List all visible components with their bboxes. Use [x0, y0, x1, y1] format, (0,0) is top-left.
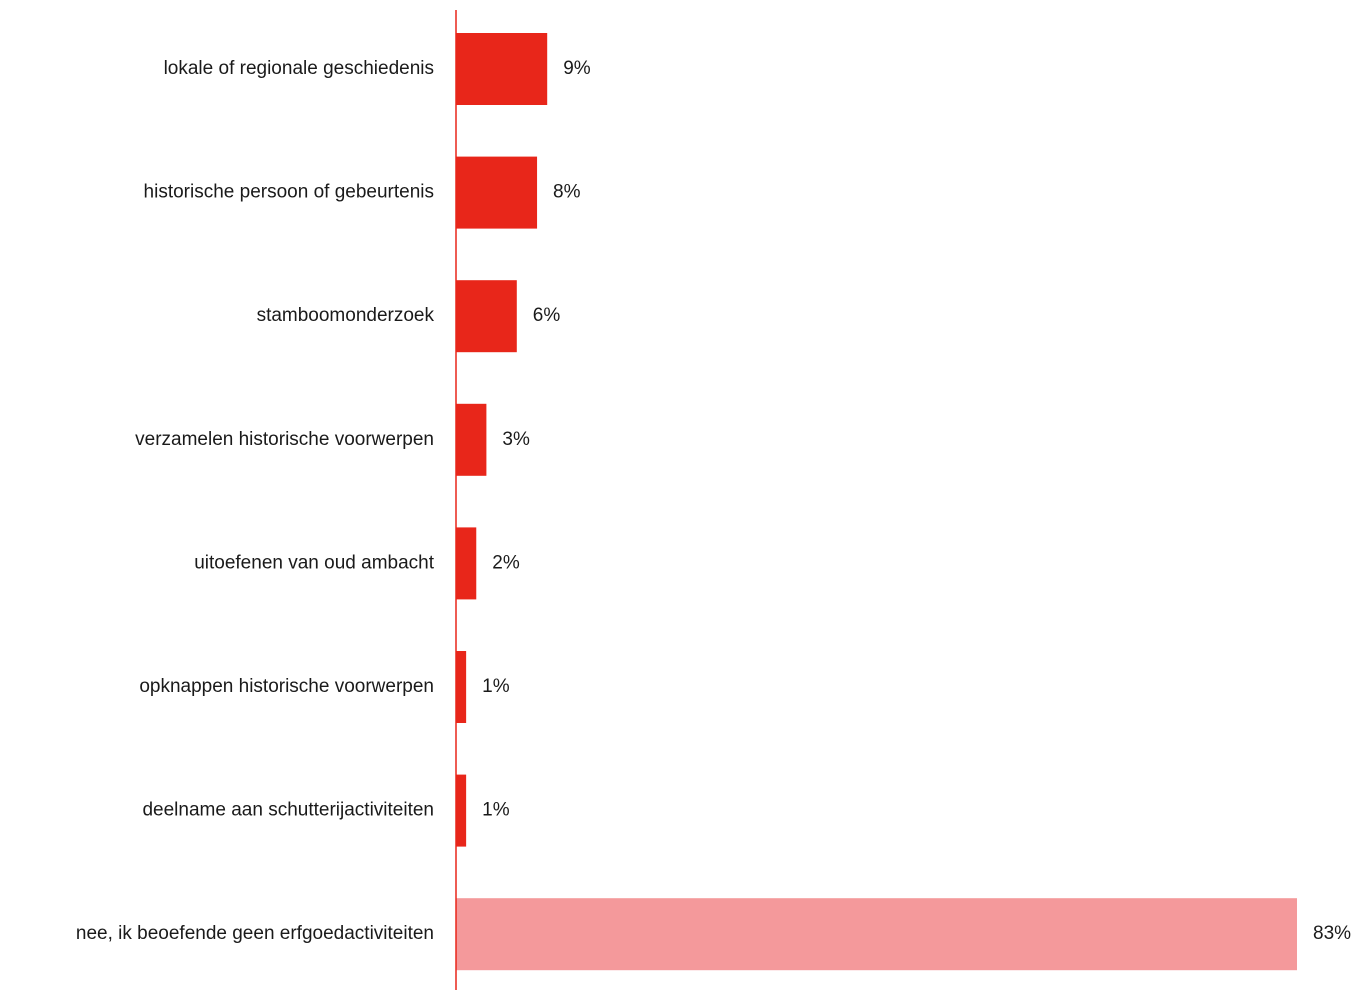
category-label: verzamelen historische voorwerpen: [135, 429, 434, 450]
bar: [456, 898, 1297, 971]
bars-group: [456, 33, 1297, 971]
category-label: lokale of regionale geschiedenis: [164, 58, 434, 79]
category-label: nee, ik beoefende geen erfgoedactiviteit…: [76, 923, 434, 944]
value-label: 1%: [482, 800, 510, 821]
category-label: opknappen historische voorwerpen: [139, 676, 434, 697]
bar: [456, 527, 477, 600]
value-label: 3%: [502, 429, 530, 450]
category-labels-group: lokale of regionale geschiedenis historis…: [76, 58, 435, 944]
value-label: 1%: [482, 676, 510, 697]
bar: [456, 156, 538, 229]
bar: [456, 403, 487, 476]
value-label: 2%: [492, 552, 520, 573]
category-label: stamboomonderzoek: [257, 305, 435, 326]
bar: [456, 651, 467, 723]
value-label: 6%: [533, 305, 561, 326]
value-labels-group: 9% 8% 6% 3% 2% 1% 1% 83%: [482, 58, 1351, 944]
bar: [456, 33, 548, 105]
value-label: 8%: [553, 182, 581, 203]
category-label: uitoefenen van oud ambacht: [194, 552, 435, 573]
value-label: 9%: [563, 58, 591, 79]
category-label: historische persoon of gebeurtenis: [144, 182, 434, 203]
category-label: deelname aan schutterijactiviteiten: [142, 800, 434, 821]
bar: [456, 280, 517, 353]
value-label: 83%: [1313, 923, 1351, 944]
bar: [456, 774, 467, 847]
